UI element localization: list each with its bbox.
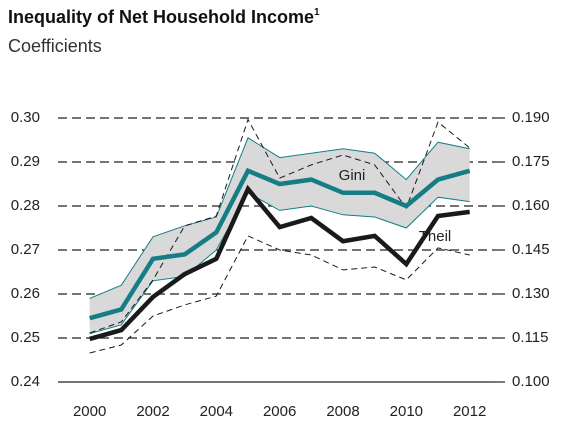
subtitle: Coefficients bbox=[8, 36, 102, 56]
footnote-marker: 1 bbox=[314, 7, 320, 18]
x-tick-label: 2008 bbox=[326, 403, 359, 420]
x-tick-label: 2012 bbox=[453, 403, 486, 420]
y-tick-label: 0.27 bbox=[11, 241, 40, 258]
bound-line bbox=[89, 235, 470, 354]
y-tick-label: 0.25 bbox=[11, 329, 40, 346]
y-tick-label: 0.30 bbox=[11, 109, 40, 126]
y2-tick-label: 0.100 bbox=[512, 373, 550, 390]
y2-tick-label: 0.175 bbox=[512, 153, 550, 170]
series-line bbox=[89, 167, 471, 321]
x-tick-label: 2004 bbox=[200, 403, 233, 420]
x-tick-label: 2000 bbox=[73, 403, 106, 420]
y-tick-label: 0.26 bbox=[11, 285, 40, 302]
y2-tick-label: 0.190 bbox=[512, 109, 550, 126]
y-tick-label: 0.29 bbox=[11, 153, 40, 170]
series-line bbox=[89, 184, 470, 342]
series-label: Theil bbox=[419, 228, 452, 245]
y2-tick-label: 0.130 bbox=[512, 285, 550, 302]
y2-tick-label: 0.115 bbox=[512, 329, 548, 346]
y2-tick-label: 0.145 bbox=[512, 241, 550, 258]
x-tick-label: 2006 bbox=[263, 403, 296, 420]
y-tick-label: 0.28 bbox=[11, 197, 40, 214]
confidence-band bbox=[89, 137, 470, 334]
series-label: Gini bbox=[339, 167, 366, 184]
y2-tick-label: 0.160 bbox=[512, 197, 550, 214]
y-tick-label: 0.24 bbox=[11, 373, 40, 390]
title-text: Inequality of Net Household Income bbox=[8, 7, 314, 27]
x-tick-label: 2002 bbox=[136, 403, 169, 420]
x-tick-label: 2010 bbox=[390, 403, 423, 420]
band-edge bbox=[89, 137, 470, 299]
band-edge bbox=[89, 192, 470, 335]
chart-title: Inequality of Net Household Income1 bbox=[8, 7, 320, 27]
